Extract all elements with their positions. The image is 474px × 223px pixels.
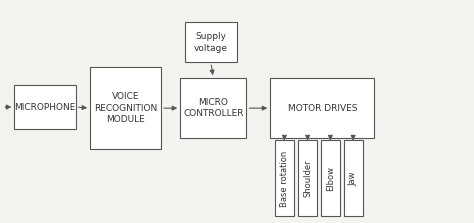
Text: Supply
voltage: Supply voltage [194,32,228,53]
Text: VOICE
RECOGNITION
MODULE: VOICE RECOGNITION MODULE [94,92,157,124]
Bar [90,67,161,149]
Bar [180,78,246,138]
Text: MICRO
CONTROLLER: MICRO CONTROLLER [183,98,244,118]
Bar [321,140,340,216]
Bar [344,140,363,216]
Text: Shoulder: Shoulder [303,160,312,197]
Bar [185,22,237,62]
Bar [14,85,76,129]
Text: Jaw: Jaw [349,171,357,186]
Text: MOTOR DRIVES: MOTOR DRIVES [288,104,357,113]
Text: Elbow: Elbow [326,166,335,191]
Text: Base rotation: Base rotation [280,150,289,206]
Bar [298,140,317,216]
Text: MICROPHONE: MICROPHONE [14,103,76,112]
Bar [270,78,374,138]
Bar [275,140,294,216]
